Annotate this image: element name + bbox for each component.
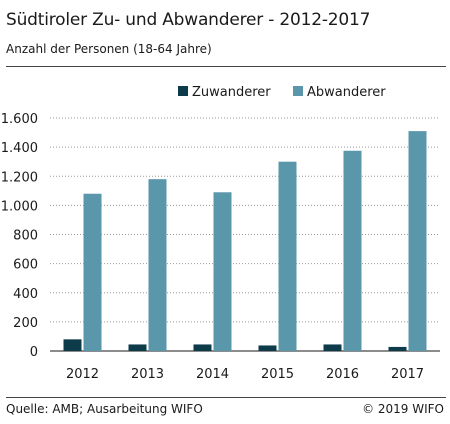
- legend-swatch-zuwanderer: [178, 86, 188, 96]
- y-tick-label: 0: [30, 345, 38, 360]
- bar-zuwanderer-2014: [193, 344, 212, 351]
- y-tick-label: 1.600: [1, 112, 38, 127]
- y-tick-label: 400: [13, 287, 38, 302]
- bar-abwanderer-2016: [343, 150, 362, 351]
- y-tick-label: 800: [13, 229, 38, 244]
- bar-abwanderer-2013: [148, 179, 167, 351]
- y-tick-label: 1.000: [1, 199, 38, 214]
- bar-abwanderer-2017: [408, 131, 427, 351]
- legend-swatch-abwanderer: [293, 86, 303, 96]
- bar-zuwanderer-2013: [128, 344, 147, 351]
- bar-zuwanderer-2017: [388, 346, 407, 351]
- x-tick-label: 2012: [66, 367, 99, 382]
- bar-abwanderer-2015: [278, 161, 297, 351]
- x-tick-label: 2017: [391, 367, 424, 382]
- bar-zuwanderer-2012: [63, 339, 82, 351]
- bar-abwanderer-2014: [213, 192, 232, 351]
- y-tick-label: 200: [13, 316, 38, 331]
- y-tick-label: 600: [13, 258, 38, 273]
- bar-zuwanderer-2016: [323, 344, 342, 351]
- bar-zuwanderer-2015: [258, 345, 277, 351]
- x-tick-label: 2013: [131, 367, 164, 382]
- legend-label-zuwanderer: Zuwanderer: [192, 85, 271, 100]
- top-rule: [6, 66, 446, 67]
- bottom-rule: [6, 397, 446, 398]
- copyright-note: © 2019 WIFO: [362, 402, 444, 416]
- y-tick-label: 1.400: [1, 141, 38, 156]
- x-tick-label: 2014: [196, 367, 229, 382]
- x-tick-label: 2016: [326, 367, 359, 382]
- source-note: Quelle: AMB; Ausarbeitung WIFO: [6, 402, 203, 416]
- bar-chart: 0 200 400 600 800 1.000 1.200 1.400 1.600 2012 201…: [1, 85, 440, 382]
- legend-label-abwanderer: Abwanderer: [307, 85, 386, 100]
- x-tick-label: 2015: [261, 367, 294, 382]
- chart-subtitle: Anzahl der Personen (18-64 Jahre): [6, 42, 212, 56]
- y-tick-label: 1.200: [1, 170, 38, 185]
- bar-abwanderer-2012: [83, 193, 102, 351]
- chart-title: Südtiroler Zu- und Abwanderer - 2012-201…: [6, 10, 371, 30]
